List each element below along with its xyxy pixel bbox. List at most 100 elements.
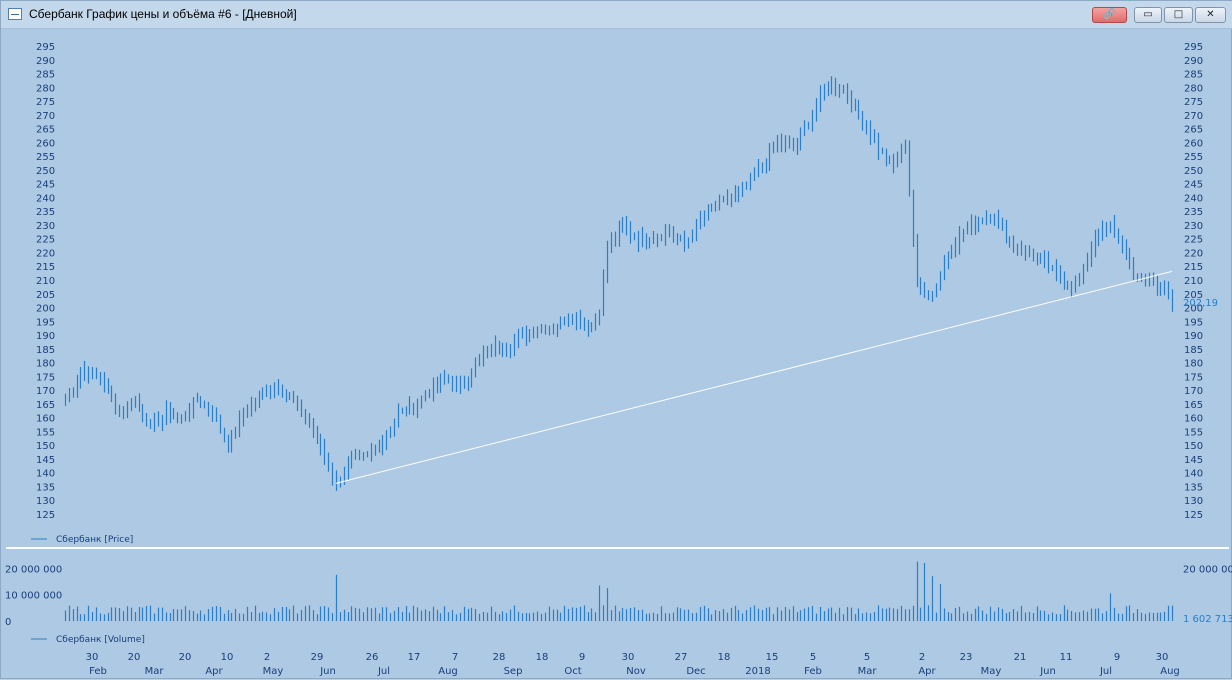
volume-bars [64, 561, 1174, 621]
price-tick-left: 155 [36, 427, 55, 438]
price-tick-left: 285 [36, 70, 55, 81]
date-tick-month: Oct [564, 666, 581, 677]
date-tick-month: Nov [626, 666, 646, 677]
price-tick-left: 225 [36, 235, 55, 246]
price-bars [64, 76, 1174, 491]
price-tick-right: 265 [1184, 125, 1203, 136]
price-tick-left: 140 [36, 469, 55, 480]
chart-app-icon [8, 8, 22, 20]
price-tick-right: 235 [1184, 207, 1203, 218]
price-tick-right: 140 [1184, 469, 1203, 480]
price-tick-right: 285 [1184, 70, 1203, 81]
date-tick-month: Mar [858, 666, 878, 677]
date-tick-day: 5 [864, 652, 870, 663]
date-tick-month: Aug [438, 666, 458, 677]
date-tick-day: 30 [622, 652, 635, 663]
price-tick-left: 230 [36, 221, 55, 232]
price-tick-right: 165 [1184, 400, 1203, 411]
price-tick-right: 185 [1184, 345, 1203, 356]
price-tick-left: 135 [36, 482, 55, 493]
date-tick-day: 7 [452, 652, 458, 663]
price-tick-left: 260 [36, 138, 55, 149]
price-tick-right: 270 [1184, 111, 1203, 122]
volume-legend-label: Сбербанк [Volume] [56, 635, 145, 645]
price-tick-left: 170 [36, 386, 55, 397]
price-tick-right: 220 [1184, 248, 1203, 259]
price-tick-left: 265 [36, 125, 55, 136]
date-tick-month: Jun [319, 666, 336, 677]
price-tick-right: 295 [1184, 42, 1203, 53]
price-tick-left: 245 [36, 180, 55, 191]
date-tick-day: 20 [128, 652, 141, 663]
date-tick-day: 2 [264, 652, 270, 663]
price-tick-left: 190 [36, 331, 55, 342]
price-tick-right: 215 [1184, 262, 1203, 273]
price-tick-left: 130 [36, 496, 55, 507]
price-tick-right: 255 [1184, 152, 1203, 163]
date-tick-month: Jun [1039, 666, 1056, 677]
price-tick-left: 185 [36, 345, 55, 356]
date-tick-month: Dec [686, 666, 705, 677]
price-tick-right: 195 [1184, 317, 1203, 328]
date-tick-day: 9 [579, 652, 585, 663]
price-tick-right: 210 [1184, 276, 1203, 287]
date-tick-day: 26 [366, 652, 379, 663]
price-tick-left: 175 [36, 372, 55, 383]
date-tick-month: 2018 [745, 666, 770, 677]
date-tick-day: 21 [1014, 652, 1027, 663]
volume-axis: 20 000 000 10 000 000 0 20 000 000 [5, 564, 1232, 628]
price-tick-left: 215 [36, 262, 55, 273]
last-volume-label: 1 602 713 [1183, 614, 1232, 625]
price-tick-left: 200 [36, 304, 55, 315]
date-tick-day: 15 [766, 652, 779, 663]
date-tick-month: Apr [205, 666, 223, 677]
price-tick-left: 255 [36, 152, 55, 163]
price-tick-left: 195 [36, 317, 55, 328]
date-tick-day: 9 [1114, 652, 1120, 663]
price-tick-right: 170 [1184, 386, 1203, 397]
date-tick-month: Feb [89, 666, 107, 677]
price-tick-right: 180 [1184, 359, 1203, 370]
date-tick-day: 29 [311, 652, 324, 663]
price-tick-right: 240 [1184, 193, 1203, 204]
price-tick-left: 240 [36, 193, 55, 204]
price-tick-left: 295 [36, 42, 55, 53]
price-axis-left: 125 130 135 140 145 150 155 160 165 170 175 180 185 1… [36, 42, 55, 521]
maximize-button[interactable]: □ [1164, 7, 1193, 23]
date-tick-month: Jul [377, 666, 390, 677]
price-tick-left: 235 [36, 207, 55, 218]
trendline [335, 270, 1173, 484]
date-tick-day: 10 [221, 652, 234, 663]
price-tick-right: 225 [1184, 235, 1203, 246]
date-tick-day: 5 [810, 652, 816, 663]
price-tick-right: 160 [1184, 414, 1203, 425]
price-tick-right: 145 [1184, 455, 1203, 466]
price-tick-left: 210 [36, 276, 55, 287]
price-tick-right: 250 [1184, 166, 1203, 177]
minimize-button[interactable]: ▭ [1134, 7, 1162, 23]
date-tick-day: 27 [675, 652, 688, 663]
date-tick-day: 23 [960, 652, 973, 663]
date-tick-month: Jul [1099, 666, 1112, 677]
price-tick-left: 220 [36, 248, 55, 259]
price-tick-right: 130 [1184, 496, 1203, 507]
volume-tick-left: 10 000 000 [5, 591, 62, 602]
volume-tick-left: 0 [5, 617, 11, 628]
price-tick-right: 135 [1184, 482, 1203, 493]
price-tick-left: 145 [36, 455, 55, 466]
price-tick-right: 275 [1184, 97, 1203, 108]
price-tick-right: 205 [1184, 290, 1203, 301]
date-tick-month: Feb [804, 666, 822, 677]
title-bar[interactable]: Сбербанк График цены и объёма #6 - [Днев… [1, 1, 1232, 29]
price-tick-right: 125 [1184, 510, 1203, 521]
price-legend-label: Сбербанк [Price] [56, 535, 133, 545]
link-button[interactable]: 🔗 [1092, 7, 1127, 23]
price-tick-right: 190 [1184, 331, 1203, 342]
price-tick-right: 245 [1184, 180, 1203, 191]
price-tick-left: 280 [36, 83, 55, 94]
close-button[interactable]: ✕ [1195, 7, 1226, 23]
date-tick-month: May [981, 666, 1002, 677]
date-tick-month: May [263, 666, 284, 677]
